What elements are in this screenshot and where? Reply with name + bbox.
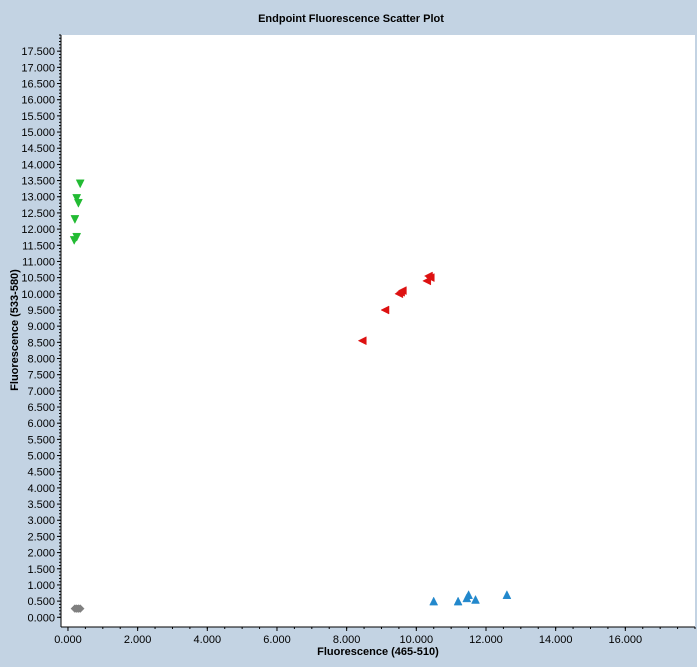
chart-title: Endpoint Fluorescence Scatter Plot: [258, 13, 444, 25]
y-tick-label: 14.500: [21, 143, 55, 155]
y-tick-label: 15.000: [21, 127, 55, 139]
y-tick-label: 10.000: [21, 289, 55, 301]
y-tick-label: 6.000: [27, 418, 55, 430]
data-point: [422, 276, 432, 286]
y-tick-label: 9.500: [27, 305, 55, 317]
y-tick-label: 3.500: [27, 499, 55, 511]
y-tick-label: 16.000: [21, 95, 55, 107]
data-point: [462, 593, 472, 603]
data-point: [453, 596, 463, 606]
y-tick-label: 11.500: [22, 240, 55, 252]
y-axis-ticks: 0.000 0.500 1.000 1.500 2.000 2.500 3.000 3.500…: [21, 34, 61, 624]
y-tick-label: 13.000: [21, 192, 55, 204]
data-point: [429, 596, 439, 606]
x-tick-label: 0.000: [54, 634, 82, 646]
y-tick-label: 5.500: [27, 434, 55, 446]
y-axis-label: Fluorescence (533-580): [9, 269, 21, 391]
y-tick-label: 12.000: [21, 224, 55, 236]
y-tick-label: 13.500: [21, 176, 55, 188]
plot-area: [61, 35, 695, 627]
y-tick-label: 2.000: [27, 548, 55, 560]
y-tick-label: 11.000: [22, 256, 55, 268]
y-tick-label: 15.500: [21, 111, 55, 123]
y-tick-label: 16.500: [21, 79, 55, 91]
data-point: [357, 336, 367, 346]
data-point: [75, 604, 85, 613]
y-tick-label: 6.500: [27, 402, 55, 414]
data-points: [69, 179, 512, 613]
y-tick-label: 7.000: [27, 386, 55, 398]
y-tick-label: 3.000: [27, 515, 55, 527]
data-point: [423, 271, 433, 281]
y-tick-label: 14.000: [21, 159, 55, 171]
x-tick-label: 2.000: [124, 634, 152, 646]
x-tick-label: 8.000: [333, 634, 361, 646]
data-point: [75, 179, 85, 189]
y-tick-label: 4.500: [27, 467, 55, 479]
x-tick-label: 6.000: [263, 634, 291, 646]
x-tick-label: 12.000: [469, 634, 503, 646]
y-tick-label: 8.000: [27, 353, 55, 365]
y-tick-label: 5.000: [27, 451, 55, 463]
data-point: [69, 236, 79, 245]
y-tick-label: 8.500: [27, 337, 55, 349]
data-point: [502, 590, 512, 599]
y-tick-label: 1.500: [27, 564, 55, 576]
y-tick-label: 0.500: [27, 596, 55, 608]
y-tick-label: 4.000: [27, 483, 55, 495]
y-tick-label: 1.000: [27, 580, 55, 592]
data-point: [396, 287, 405, 297]
x-tick-label: 4.000: [194, 634, 222, 646]
y-tick-label: 17.500: [21, 46, 55, 58]
x-tick-label: 10.000: [399, 634, 433, 646]
data-point: [72, 194, 82, 203]
y-tick-label: 7.500: [27, 370, 55, 382]
x-axis-ticks: 0.000 2.000 4.000 6.000 8.000 10.000 12.000 14.…: [54, 627, 696, 646]
x-tick-label: 16.000: [609, 634, 643, 646]
y-tick-label: 0.000: [27, 612, 55, 624]
data-point: [380, 305, 390, 315]
y-tick-label: 2.500: [27, 531, 55, 543]
y-tick-label: 17.000: [21, 62, 55, 74]
y-tick-label: 9.000: [27, 321, 55, 333]
data-point: [73, 198, 83, 208]
y-tick-label: 10.500: [21, 273, 55, 285]
data-point: [70, 215, 80, 224]
data-point: [471, 594, 480, 604]
x-axis-label: Fluorescence (465-510): [317, 646, 439, 658]
y-tick-label: 12.500: [21, 208, 55, 220]
x-tick-label: 14.000: [539, 634, 573, 646]
